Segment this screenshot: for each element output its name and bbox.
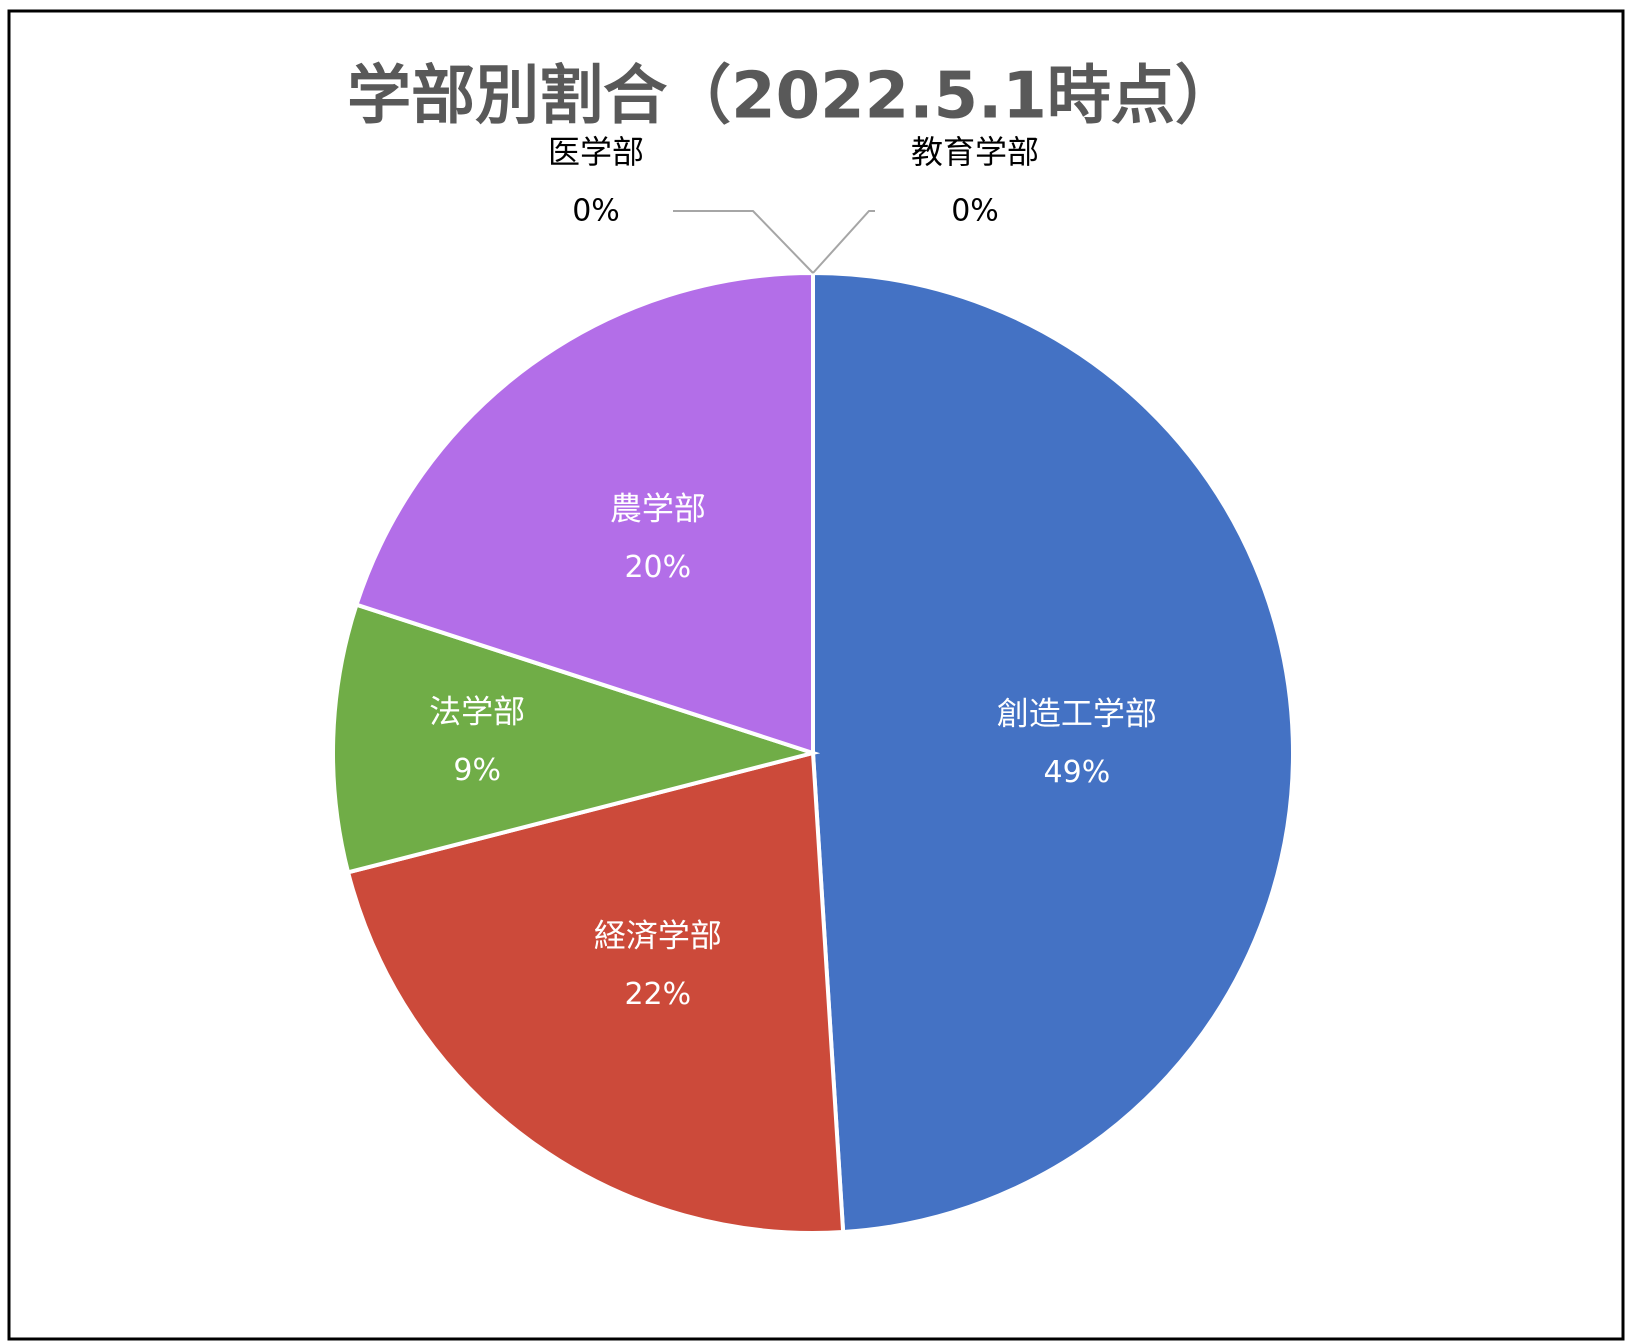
chart-title: 学部別割合（2022.5.1時点） xyxy=(347,60,1239,134)
pie-slice xyxy=(345,750,846,1235)
pie-slice xyxy=(811,270,1295,1235)
data-label-name: 医学部 xyxy=(548,133,644,171)
pie-slice xyxy=(331,602,821,875)
data-label-value: 0% xyxy=(572,194,620,229)
pie-slice xyxy=(353,270,815,756)
data-label-name: 教育学部 xyxy=(911,133,1039,171)
data-label-value: 49% xyxy=(1044,755,1111,790)
data-label-value: 20% xyxy=(624,550,691,585)
data-label-value: 22% xyxy=(624,977,691,1012)
leader-line xyxy=(812,210,875,274)
data-label-name: 経済学部 xyxy=(594,917,722,955)
data-label-name: 法学部 xyxy=(429,692,525,730)
data-label-name: 農学部 xyxy=(610,489,706,527)
data-label-name: 創造工学部 xyxy=(997,695,1157,733)
data-label-value: 9% xyxy=(453,753,501,788)
leader-line xyxy=(673,210,814,274)
data-label-value: 0% xyxy=(951,194,999,229)
